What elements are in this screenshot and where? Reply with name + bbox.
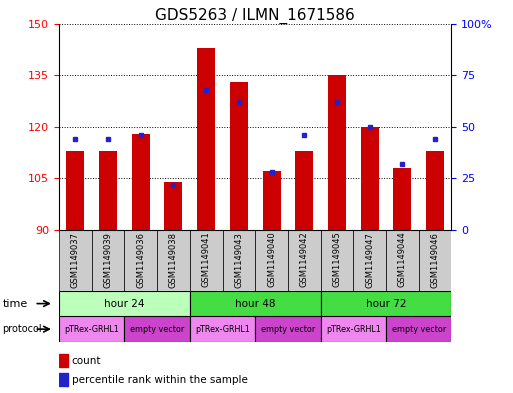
- Bar: [190, 316, 255, 342]
- Text: GSM1149038: GSM1149038: [169, 232, 178, 288]
- Bar: [59, 316, 124, 342]
- Text: empty vector: empty vector: [391, 325, 446, 334]
- Text: GSM1149037: GSM1149037: [71, 232, 80, 288]
- Text: hour 24: hour 24: [104, 299, 145, 309]
- Text: pTRex-GRHL1: pTRex-GRHL1: [326, 325, 381, 334]
- Text: count: count: [71, 356, 101, 366]
- Bar: [92, 230, 125, 291]
- Bar: [66, 151, 84, 230]
- Bar: [328, 75, 346, 230]
- Text: GSM1149045: GSM1149045: [332, 232, 342, 288]
- Bar: [263, 171, 281, 230]
- Text: empty vector: empty vector: [261, 325, 315, 334]
- Text: GSM1149036: GSM1149036: [136, 232, 145, 288]
- Text: GSM1149039: GSM1149039: [104, 232, 112, 288]
- Text: hour 72: hour 72: [366, 299, 406, 309]
- Bar: [295, 151, 313, 230]
- Bar: [132, 134, 150, 230]
- Bar: [59, 230, 92, 291]
- Bar: [223, 230, 255, 291]
- Bar: [353, 230, 386, 291]
- Text: GSM1149042: GSM1149042: [300, 232, 309, 288]
- Text: protocol: protocol: [3, 324, 42, 334]
- Text: GSM1149043: GSM1149043: [234, 232, 243, 288]
- Text: pTRex-GRHL1: pTRex-GRHL1: [64, 325, 119, 334]
- Bar: [124, 230, 157, 291]
- Bar: [230, 82, 248, 230]
- Text: empty vector: empty vector: [130, 325, 184, 334]
- Bar: [361, 127, 379, 230]
- Bar: [426, 151, 444, 230]
- Text: time: time: [3, 299, 28, 309]
- Bar: [124, 316, 190, 342]
- Bar: [255, 230, 288, 291]
- Text: GSM1149046: GSM1149046: [430, 232, 440, 288]
- Bar: [59, 373, 68, 386]
- Bar: [190, 230, 223, 291]
- Text: GSM1149041: GSM1149041: [202, 232, 211, 288]
- Bar: [59, 354, 68, 367]
- Text: GSM1149040: GSM1149040: [267, 232, 276, 288]
- Bar: [255, 316, 321, 342]
- Text: percentile rank within the sample: percentile rank within the sample: [71, 375, 247, 385]
- Bar: [386, 316, 451, 342]
- Text: hour 48: hour 48: [235, 299, 275, 309]
- Bar: [321, 291, 451, 316]
- Bar: [99, 151, 117, 230]
- Text: pTRex-GRHL1: pTRex-GRHL1: [195, 325, 250, 334]
- Bar: [59, 291, 190, 316]
- Text: GSM1149044: GSM1149044: [398, 232, 407, 288]
- Bar: [157, 230, 190, 291]
- Bar: [165, 182, 183, 230]
- Bar: [321, 230, 353, 291]
- Bar: [288, 230, 321, 291]
- Bar: [197, 48, 215, 230]
- Bar: [386, 230, 419, 291]
- Bar: [190, 291, 321, 316]
- Bar: [393, 168, 411, 230]
- Bar: [419, 230, 451, 291]
- Title: GDS5263 / ILMN_1671586: GDS5263 / ILMN_1671586: [155, 7, 355, 24]
- Text: GSM1149047: GSM1149047: [365, 232, 374, 288]
- Bar: [321, 316, 386, 342]
